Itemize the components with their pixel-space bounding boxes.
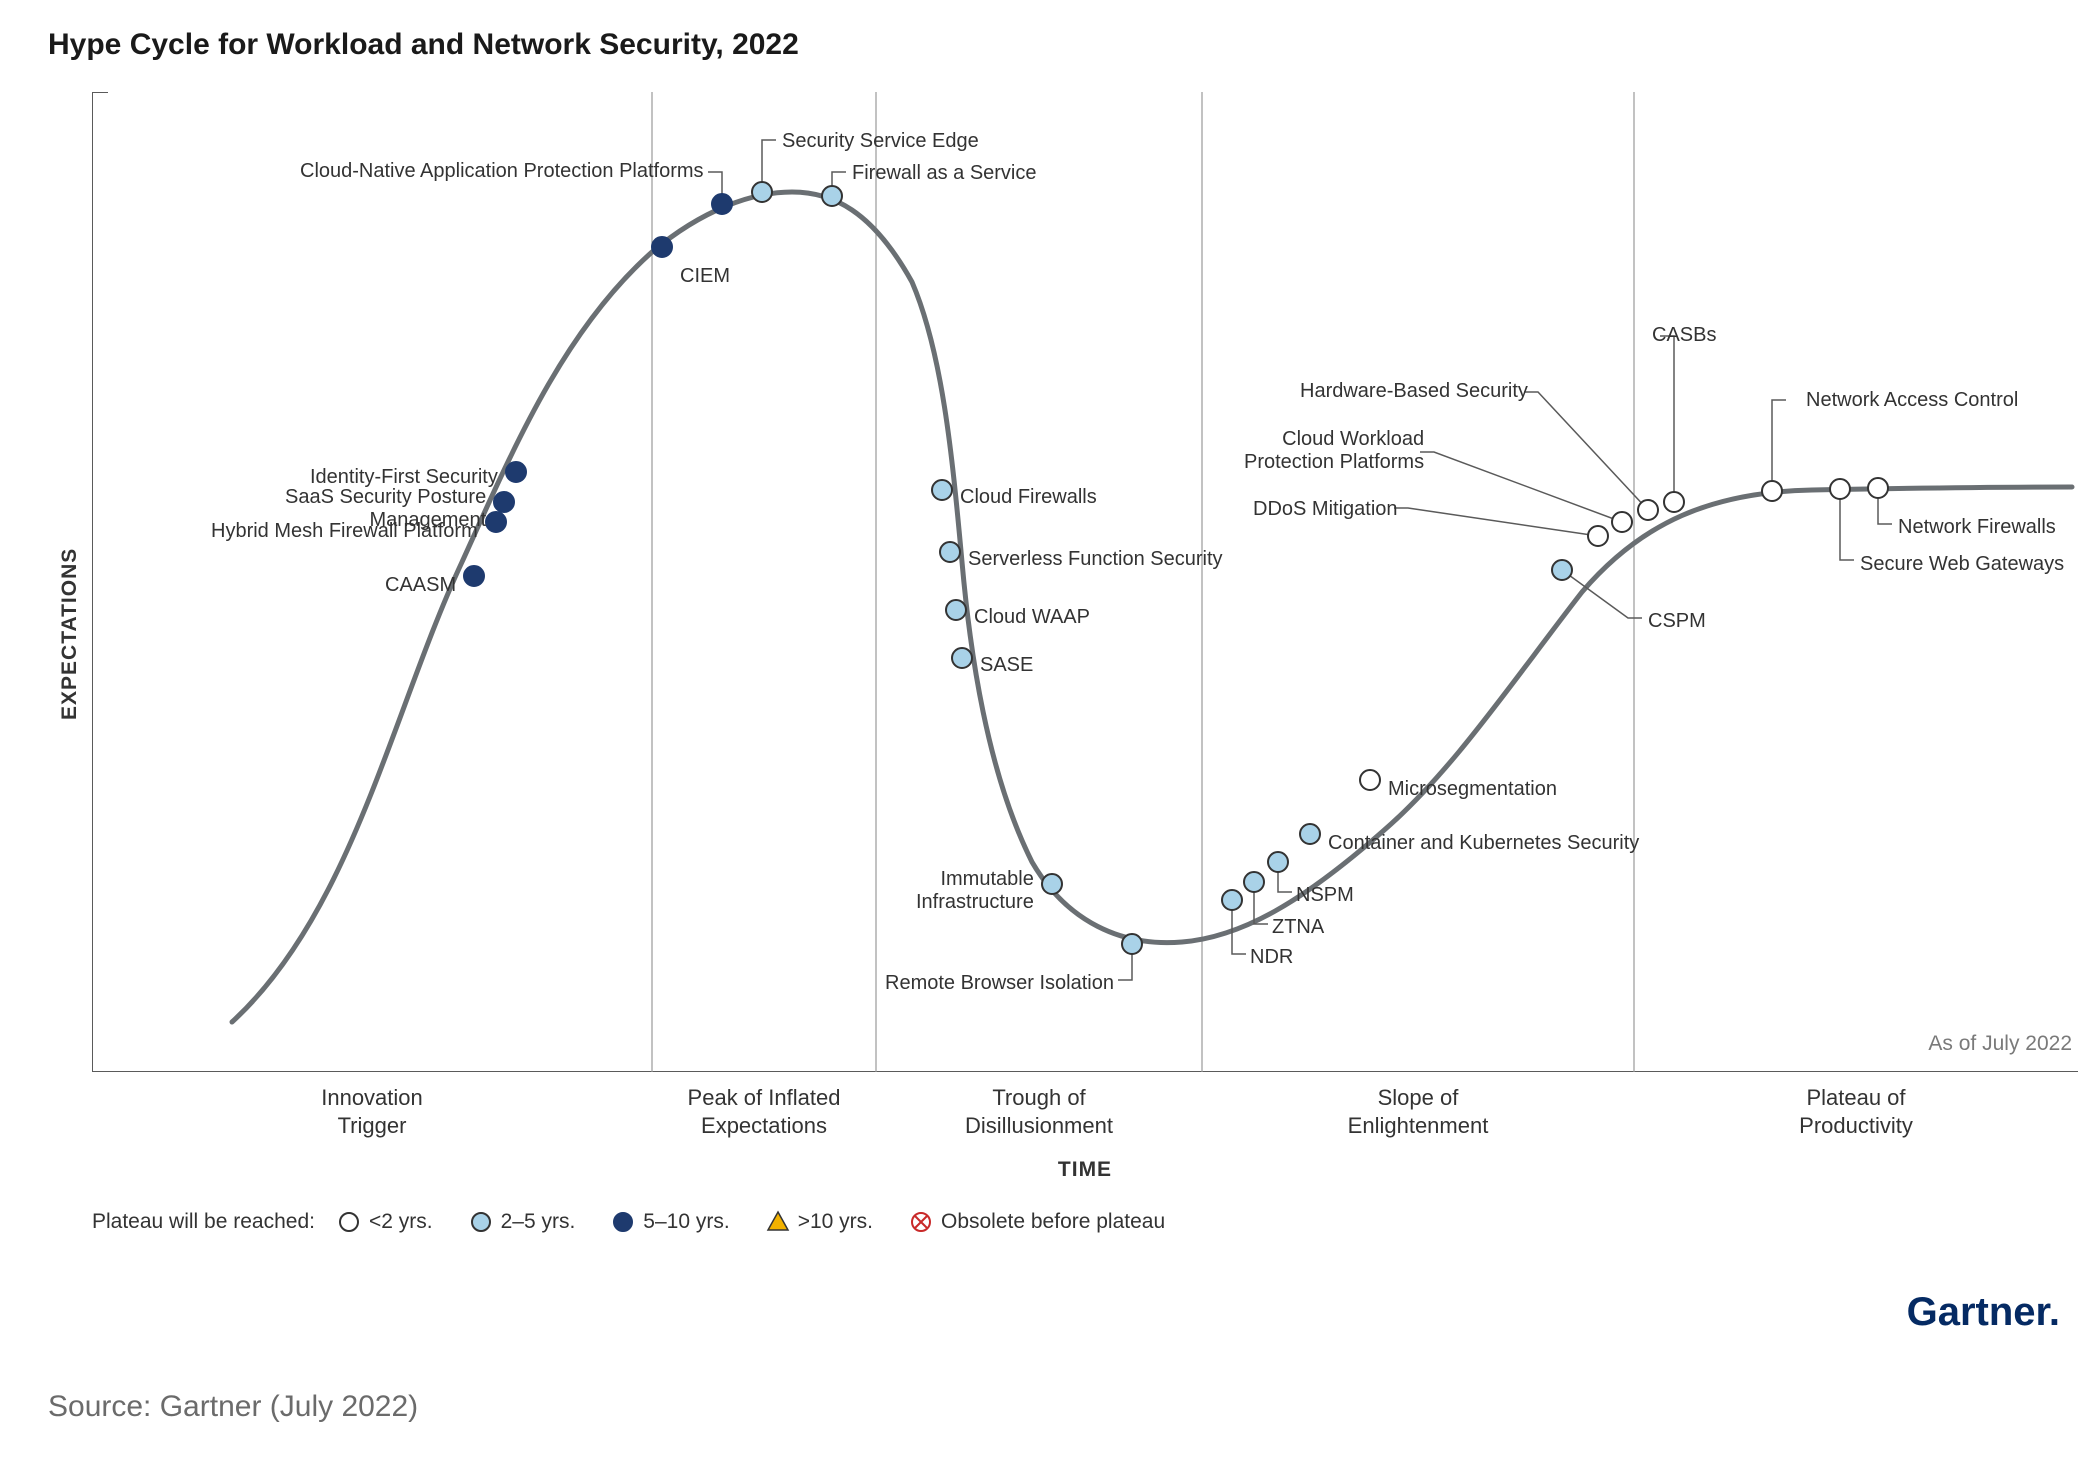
datapoint-label-caasm: CAASM — [385, 574, 456, 597]
datapoint-label-sse: Security Service Edge — [782, 130, 979, 153]
legend-title: Plateau will be reached: — [92, 1210, 315, 1234]
legend: Plateau will be reached: <2 yrs. 2–5 yrs. 5… — [92, 1210, 1187, 1234]
gartner-logo: Gartner. — [1907, 1290, 2060, 1335]
datapoint-label-ndr: NDR — [1250, 946, 1293, 969]
datapoint-label-microseg: Microsegmentation — [1388, 778, 1557, 801]
datapoint-label-fwaas: Firewall as a Service — [852, 162, 1037, 185]
legend-item-label: 5–10 yrs. — [643, 1210, 729, 1234]
datapoint-label-nspm: NSPM — [1296, 884, 1354, 907]
legend-icon — [909, 1210, 933, 1234]
chart-title: Hype Cycle for Workload and Network Secu… — [48, 28, 799, 62]
datapoint-label-ztna: ZTNA — [1272, 916, 1324, 939]
datapoint-label-cnapp: Cloud-Native Application Protection Plat… — [300, 160, 704, 183]
phase-label: Slope ofEnlightenment — [1278, 1084, 1558, 1139]
phase-label: InnovationTrigger — [232, 1084, 512, 1139]
legend-icon — [469, 1210, 493, 1234]
datapoint-label-rbi: Remote Browser Isolation — [885, 972, 1114, 995]
phase-label: Plateau ofProductivity — [1716, 1084, 1996, 1139]
legend-item-lt2: <2 yrs. — [337, 1210, 433, 1234]
legend-icon — [337, 1210, 361, 1234]
gartner-logo-text: Gartner — [1907, 1290, 2049, 1334]
legend-item-label: Obsolete before plateau — [941, 1210, 1165, 1234]
datapoint-label-cwpp: Cloud WorkloadProtection Platforms — [1244, 428, 1424, 474]
legend-item-2to5: 2–5 yrs. — [469, 1210, 576, 1234]
phase-label: Peak of InflatedExpectations — [624, 1084, 904, 1139]
datapoint-label-ciem: CIEM — [680, 265, 730, 288]
datapoint-label-serverless: Serverless Function Security — [968, 548, 1223, 571]
legend-item-label: <2 yrs. — [369, 1210, 433, 1234]
y-axis-label: EXPECTATIONS — [58, 548, 82, 720]
datapoint-label-netfw: Network Firewalls — [1898, 516, 2056, 539]
legend-item-label: 2–5 yrs. — [501, 1210, 576, 1234]
datapoint-label-cloud-firewalls: Cloud Firewalls — [960, 486, 1097, 509]
as-of-label: As of July 2022 — [1928, 1032, 2072, 1056]
datapoint-label-cloud-waap: Cloud WAAP — [974, 606, 1090, 629]
legend-icon — [611, 1210, 635, 1234]
datapoint-label-cspm: CSPM — [1648, 610, 1706, 633]
x-axis-label: TIME — [92, 1158, 2078, 1182]
legend-item-5to10: 5–10 yrs. — [611, 1210, 729, 1234]
datapoint-label-identity-first: Identity-First Security — [310, 466, 498, 489]
source-text: Source: Gartner (July 2022) — [48, 1390, 418, 1424]
phase-label: Trough ofDisillusionment — [899, 1084, 1179, 1139]
datapoint-label-swg: Secure Web Gateways — [1860, 553, 2064, 576]
datapoint-label-ddos: DDoS Mitigation — [1253, 498, 1398, 521]
datapoint-label-sspm: SaaS Security PostureManagement — [285, 486, 486, 532]
gartner-logo-dot: . — [2049, 1290, 2060, 1334]
legend-icon — [766, 1210, 790, 1234]
datapoint-label-casb: CASBs — [1652, 324, 1716, 347]
legend-item-obsolete: Obsolete before plateau — [909, 1210, 1165, 1234]
datapoint-label-immutable: ImmutableInfrastructure — [916, 868, 1034, 914]
datapoint-label-container: Container and Kubernetes Security — [1328, 832, 1639, 855]
legend-item-gt10: >10 yrs. — [766, 1210, 873, 1234]
datapoint-label-nac: Network Access Control — [1806, 389, 2018, 412]
chart-container: Hype Cycle for Workload and Network Secu… — [0, 0, 2090, 1474]
datapoint-label-hw-sec: Hardware-Based Security — [1300, 380, 1528, 403]
legend-item-label: >10 yrs. — [798, 1210, 873, 1234]
datapoint-label-sase: SASE — [980, 654, 1033, 677]
